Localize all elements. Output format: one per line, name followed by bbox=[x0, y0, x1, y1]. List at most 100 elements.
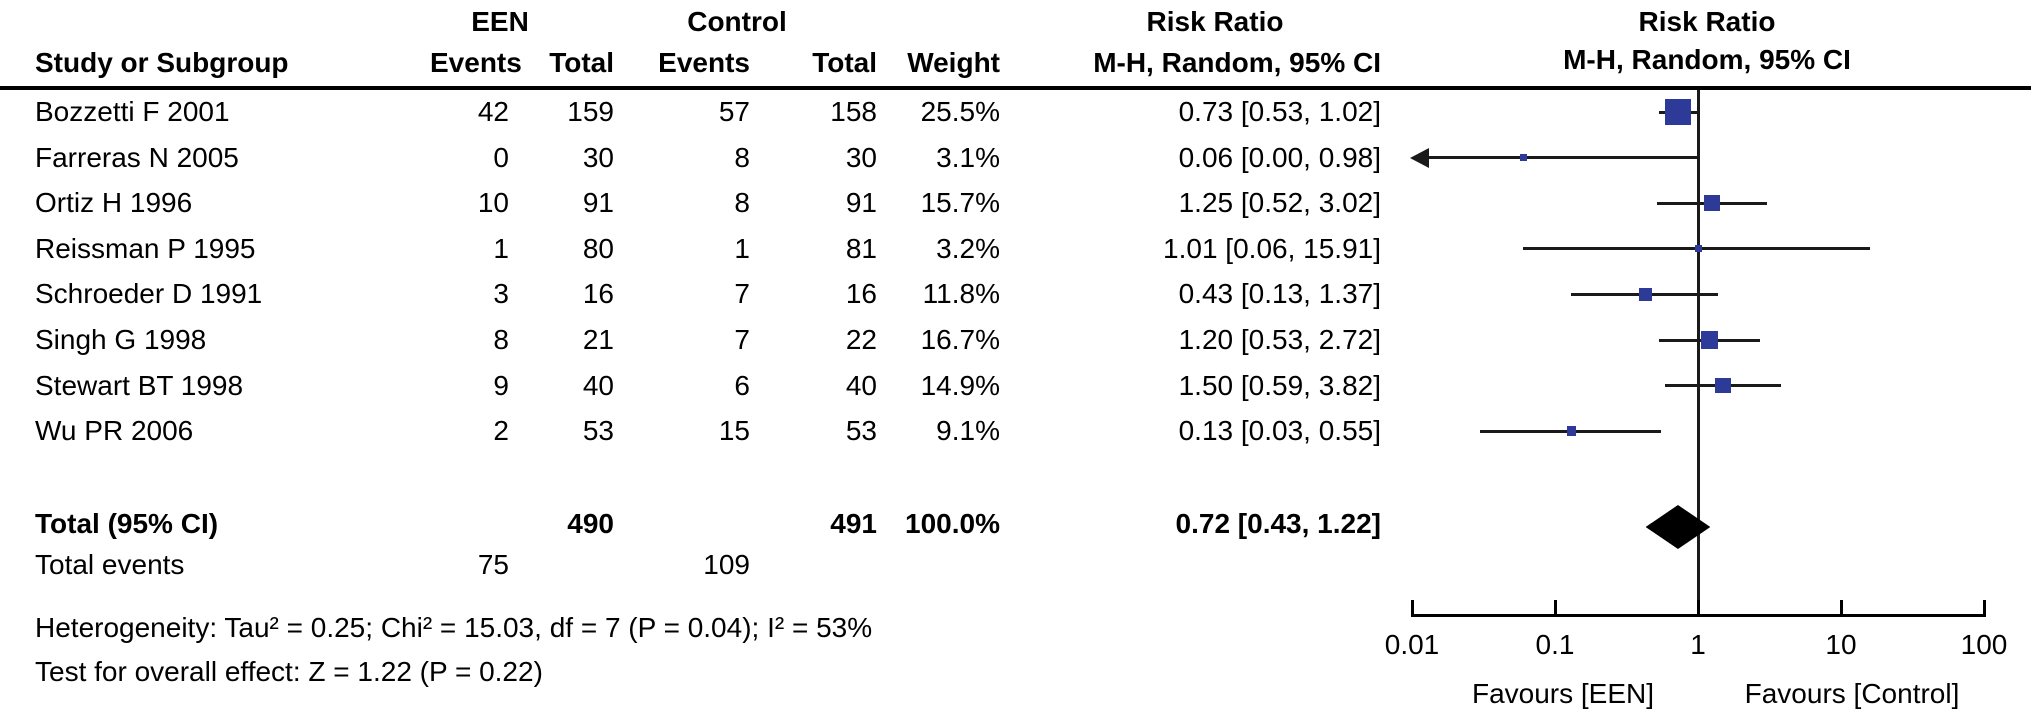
study-value: 22 bbox=[845, 324, 877, 355]
study-value: 16 bbox=[845, 278, 877, 310]
study-value: 3.1% bbox=[936, 141, 1000, 173]
total-een-total: 490 bbox=[567, 508, 614, 539]
study-value: 40 bbox=[845, 369, 877, 401]
axis-tick bbox=[1696, 600, 1700, 617]
header-control-total: Total bbox=[812, 47, 877, 78]
study-value: 10 bbox=[477, 187, 509, 219]
study-value: 0.06 [0.00, 0.98] bbox=[1178, 141, 1381, 173]
summary-diamond bbox=[1645, 505, 1711, 549]
study-value: 53 bbox=[582, 415, 614, 447]
study-value: 15.7% bbox=[920, 187, 1000, 219]
study-name: Reissman P 1995 bbox=[35, 232, 256, 264]
study-value: 8 bbox=[493, 324, 509, 355]
plot-header-mh-random-ci: M-H, Random, 95% CI bbox=[1563, 44, 1851, 75]
left-arrow-icon bbox=[1410, 147, 1429, 168]
favours-left-label: Favours [EEN] bbox=[1471, 678, 1655, 709]
study-value: 3 bbox=[493, 278, 509, 310]
header-een-events: Events bbox=[430, 47, 522, 78]
table-header-row: Study or Subgroup Events Total Events To… bbox=[35, 42, 1381, 84]
header-weight: Weight bbox=[907, 47, 1000, 78]
study-row: Stewart BT 1998 9 40 6 40 14.9% 1.50 [0.59, 3.… bbox=[35, 363, 1381, 409]
favours-right-label: Favours [Control] bbox=[1744, 678, 1960, 709]
overall-effect-text: Test for overall effect: Z = 1.22 (P = 0… bbox=[35, 656, 543, 687]
study-value: 16.7% bbox=[920, 324, 1000, 355]
axis-tick bbox=[1553, 600, 1557, 617]
study-value: 0.43 [0.13, 1.37] bbox=[1178, 278, 1381, 310]
study-value: 7 bbox=[734, 278, 750, 310]
study-value: 25.5% bbox=[920, 96, 1000, 127]
effect-marker bbox=[1566, 426, 1577, 436]
study-row: Farreras N 2005 0 30 8 30 3.1% 0.06 [0.00, 0.9… bbox=[35, 135, 1381, 181]
study-value: 42 bbox=[477, 96, 509, 127]
header-mh-random-ci: M-H, Random, 95% CI bbox=[1093, 47, 1381, 78]
header-een-total: Total bbox=[549, 47, 614, 78]
study-name: Schroeder D 1991 bbox=[35, 278, 263, 310]
study-value: 159 bbox=[567, 96, 614, 127]
study-value: 0.13 [0.03, 0.55] bbox=[1178, 415, 1381, 447]
study-value: 1.25 [0.52, 3.02] bbox=[1178, 187, 1381, 219]
axis-tick-label: 0.1 bbox=[1535, 629, 1575, 660]
study-value: 91 bbox=[845, 187, 877, 219]
study-value: 1 bbox=[493, 232, 509, 264]
plot-header-risk-ratio: Risk Ratio bbox=[1638, 6, 1776, 37]
header-control-events: Events bbox=[658, 47, 750, 78]
study-value: 21 bbox=[582, 324, 614, 355]
study-value: 1.50 [0.59, 3.82] bbox=[1178, 369, 1381, 401]
study-value: 8 bbox=[734, 187, 750, 219]
study-row: Wu PR 2006 2 53 15 53 9.1% 0.13 [0.03, 0.55] bbox=[35, 408, 1381, 454]
study-value: 0.73 [0.53, 1.02] bbox=[1178, 96, 1381, 127]
study-value: 158 bbox=[830, 96, 877, 127]
effect-marker bbox=[1700, 331, 1719, 349]
study-value: 81 bbox=[845, 232, 877, 264]
study-value: 0 bbox=[493, 141, 509, 173]
axis-tick-label: 10 bbox=[1825, 629, 1857, 660]
study-name: Singh G 1998 bbox=[35, 324, 207, 355]
study-value: 57 bbox=[718, 96, 750, 127]
study-name: Stewart BT 1998 bbox=[35, 369, 244, 401]
axis-tick bbox=[1839, 600, 1843, 617]
header-study-or-subgroup: Study or Subgroup bbox=[35, 47, 289, 78]
axis-tick-label: 100 bbox=[1960, 629, 2008, 660]
effect-marker bbox=[1695, 245, 1703, 253]
axis-tick-label: 0.01 bbox=[1384, 629, 1440, 660]
total-events-control: 109 bbox=[703, 549, 750, 580]
effect-marker bbox=[1703, 194, 1721, 212]
study-value: 2 bbox=[493, 415, 509, 447]
group-header-control: Control bbox=[687, 6, 787, 37]
header-rule bbox=[0, 86, 2031, 90]
study-name: Wu PR 2006 bbox=[35, 415, 194, 447]
study-value: 16 bbox=[582, 278, 614, 310]
study-row: Bozzetti F 2001 42 159 57 158 25.5% 0.73 [0.53… bbox=[35, 89, 1381, 135]
study-row: Ortiz H 1996 10 91 8 91 15.7% 1.25 [0.52, 3.02… bbox=[35, 180, 1381, 226]
study-value: 8 bbox=[734, 141, 750, 173]
study-name: Bozzetti F 2001 bbox=[35, 96, 230, 127]
study-name: Ortiz H 1996 bbox=[35, 187, 193, 219]
column-header-risk-ratio: Risk Ratio bbox=[1146, 6, 1284, 37]
no-effect-line bbox=[1696, 90, 1700, 617]
study-value: 40 bbox=[582, 369, 614, 401]
total-events-een: 75 bbox=[477, 549, 509, 580]
heterogeneity-text: Heterogeneity: Tau² = 0.25; Chi² = 15.03… bbox=[35, 612, 873, 643]
study-value: 9 bbox=[493, 369, 509, 401]
study-row: Singh G 1998 8 21 7 22 16.7% 1.20 [0.53, 2.72] bbox=[35, 317, 1381, 363]
total-weight: 100.0% bbox=[905, 508, 1000, 539]
effect-marker bbox=[1715, 377, 1731, 394]
total-ctl-total: 491 bbox=[830, 508, 877, 539]
study-value: 15 bbox=[718, 415, 750, 447]
ci-line bbox=[1424, 156, 1697, 160]
axis-tick-label: 1 bbox=[1690, 629, 1706, 660]
study-row: Schroeder D 1991 3 16 7 16 11.8% 0.43 [0.13, 1… bbox=[35, 271, 1381, 317]
total-ci-label: 0.72 [0.43, 1.22] bbox=[1175, 508, 1381, 539]
axis-tick bbox=[1982, 600, 1986, 617]
study-value: 91 bbox=[582, 187, 614, 219]
study-value: 11.8% bbox=[922, 278, 1000, 310]
total-row: Total (95% CI) 490 491 100.0% 0.72 [0.43… bbox=[35, 501, 1381, 547]
study-row: Reissman P 1995 1 80 1 81 3.2% 1.01 [0.06, 15.… bbox=[35, 226, 1381, 272]
group-header-een: EEN bbox=[471, 6, 529, 37]
total-events-row: Total events 75 109 bbox=[35, 542, 1381, 588]
effect-marker bbox=[1519, 154, 1527, 162]
total-label: Total (95% CI) bbox=[35, 508, 219, 539]
study-value: 3.2% bbox=[936, 232, 1000, 264]
study-value: 1 bbox=[734, 232, 750, 264]
